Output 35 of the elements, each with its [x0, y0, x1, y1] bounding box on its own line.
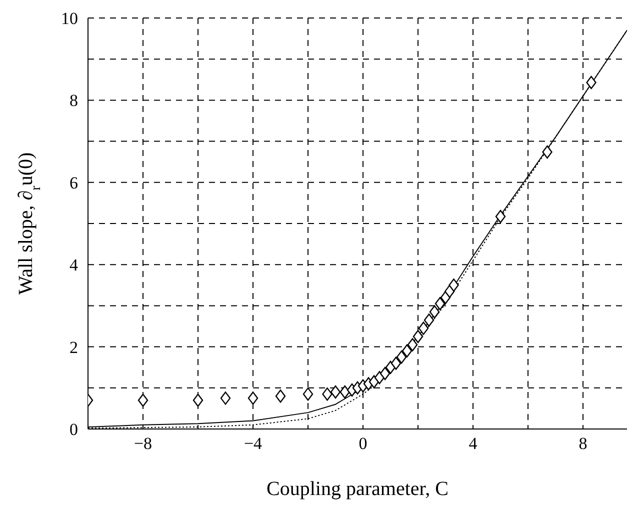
x-tick-label: 0	[358, 434, 368, 454]
point	[407, 338, 418, 352]
point	[330, 385, 341, 399]
point	[448, 278, 459, 292]
point	[412, 330, 424, 344]
y-tick-label: 10	[61, 9, 78, 28]
point	[322, 387, 332, 401]
x-tick-label: −4	[244, 434, 263, 454]
y-tick-label: 2	[70, 338, 78, 357]
point	[402, 344, 412, 358]
point	[495, 210, 506, 224]
point	[429, 305, 440, 318]
y-tick-label: 8	[70, 91, 78, 110]
point	[542, 145, 552, 159]
x-tick-label: 4	[468, 434, 478, 454]
x-tick-label: 8	[578, 434, 588, 454]
point	[302, 387, 314, 401]
point	[586, 76, 596, 90]
x-axis-title: Coupling parameter, C	[266, 478, 448, 500]
point	[275, 390, 286, 403]
point	[380, 366, 390, 380]
point	[192, 394, 204, 407]
point	[340, 385, 350, 399]
point	[434, 297, 446, 310]
y-tick-label: 4	[70, 256, 78, 275]
y-tick-label: 0	[70, 420, 78, 440]
point	[424, 313, 434, 327]
point	[138, 394, 148, 407]
y-tick-label: 6	[70, 173, 78, 192]
point	[396, 350, 407, 364]
point	[418, 322, 429, 335]
point	[248, 392, 258, 405]
x-tick-label: −8	[134, 434, 152, 454]
point	[220, 392, 231, 405]
point	[390, 356, 402, 370]
